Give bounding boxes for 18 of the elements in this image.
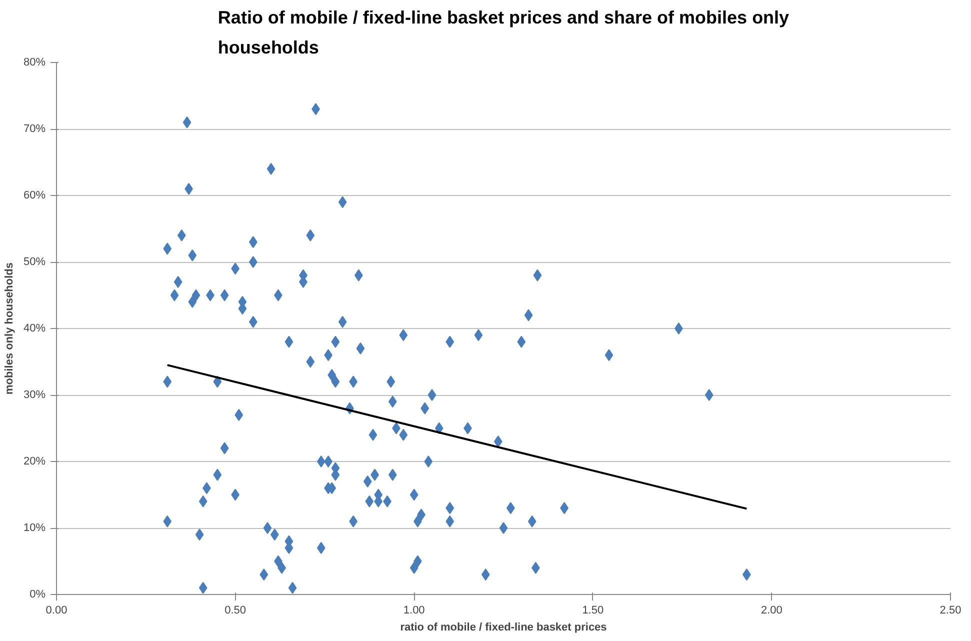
- chart-title: Ratio of mobile / fixed-line basket prices and share of mobiles only households: [218, 8, 790, 58]
- y-tick-label: 0%: [30, 588, 46, 600]
- y-tick-label: 30%: [23, 389, 46, 401]
- y-tick-label: 10%: [23, 522, 46, 534]
- y-tick-label: 60%: [23, 190, 46, 202]
- x-tick-label: 1.50: [582, 604, 604, 616]
- y-tick-label: 40%: [23, 322, 46, 334]
- y-tick-label: 80%: [23, 56, 46, 68]
- x-tick-label: 2.00: [760, 604, 782, 616]
- y-axis-title: mobiles only households: [3, 262, 16, 395]
- y-tick-label: 50%: [23, 256, 46, 268]
- y-tick-label: 70%: [23, 123, 46, 135]
- x-tick-label: 1.00: [403, 604, 425, 616]
- x-tick-label: 0.50: [224, 604, 246, 616]
- y-tick-label: 20%: [23, 456, 46, 468]
- x-tick-label: 0.00: [46, 604, 68, 616]
- x-axis-title: ratio of mobile / fixed-line basket prices: [400, 622, 607, 634]
- x-tick-label: 2.50: [940, 604, 962, 616]
